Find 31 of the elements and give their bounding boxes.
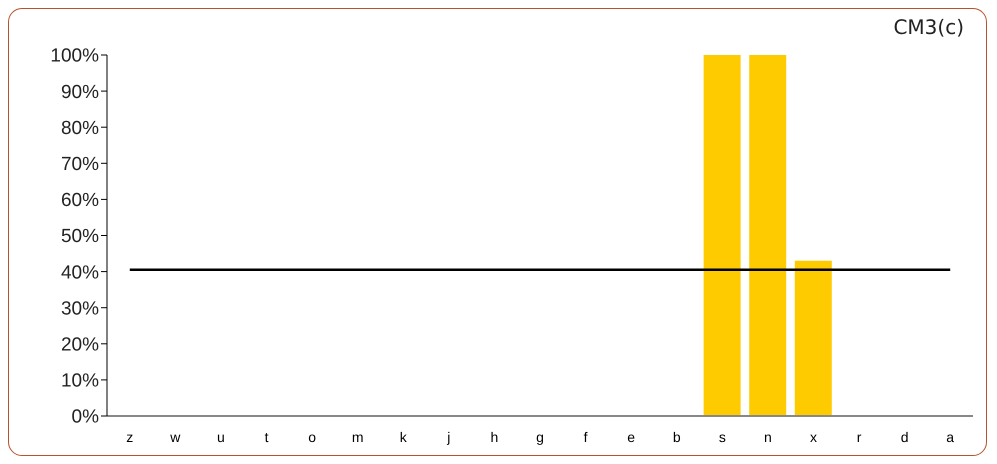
y-tick-label: 90% [60, 82, 100, 103]
x-tick-label: x [810, 428, 817, 445]
x-tick-label: b [672, 428, 681, 445]
x-tick-label: r [856, 428, 862, 445]
y-tick-label: 0% [72, 406, 100, 428]
x-tick-label: n [764, 428, 772, 445]
x-tick-label: h [490, 428, 498, 445]
y-tick-label: 30% [60, 298, 100, 320]
x-tick-label: f [584, 428, 588, 445]
y-tick-label: 20% [60, 334, 100, 356]
x-tick-label: s [718, 428, 726, 445]
x-tick-label: k [400, 428, 408, 445]
y-tick-label: 40% [60, 262, 100, 284]
x-tick-label: a [946, 428, 954, 445]
chart-title: CM3(c) [893, 15, 964, 39]
y-tick-label: 80% [60, 118, 100, 139]
x-tick-label: t [264, 428, 269, 445]
y-tick-label: 100% [50, 46, 100, 67]
x-tick-label: o [308, 428, 316, 445]
x-tick-label: j [446, 428, 450, 445]
x-tick-label: u [217, 428, 225, 445]
x-tick-label: w [169, 428, 182, 445]
x-tick-label: e [627, 428, 636, 445]
x-tick-label: m [352, 428, 364, 445]
x-tick-label: d [900, 428, 909, 445]
y-tick-label: 50% [60, 226, 100, 248]
y-tick-label: 10% [60, 370, 100, 392]
y-tick-label: 70% [60, 154, 100, 176]
x-tick-label: g [536, 428, 544, 445]
x-tick-label: z [126, 428, 134, 445]
y-tick-label: 60% [60, 190, 100, 212]
